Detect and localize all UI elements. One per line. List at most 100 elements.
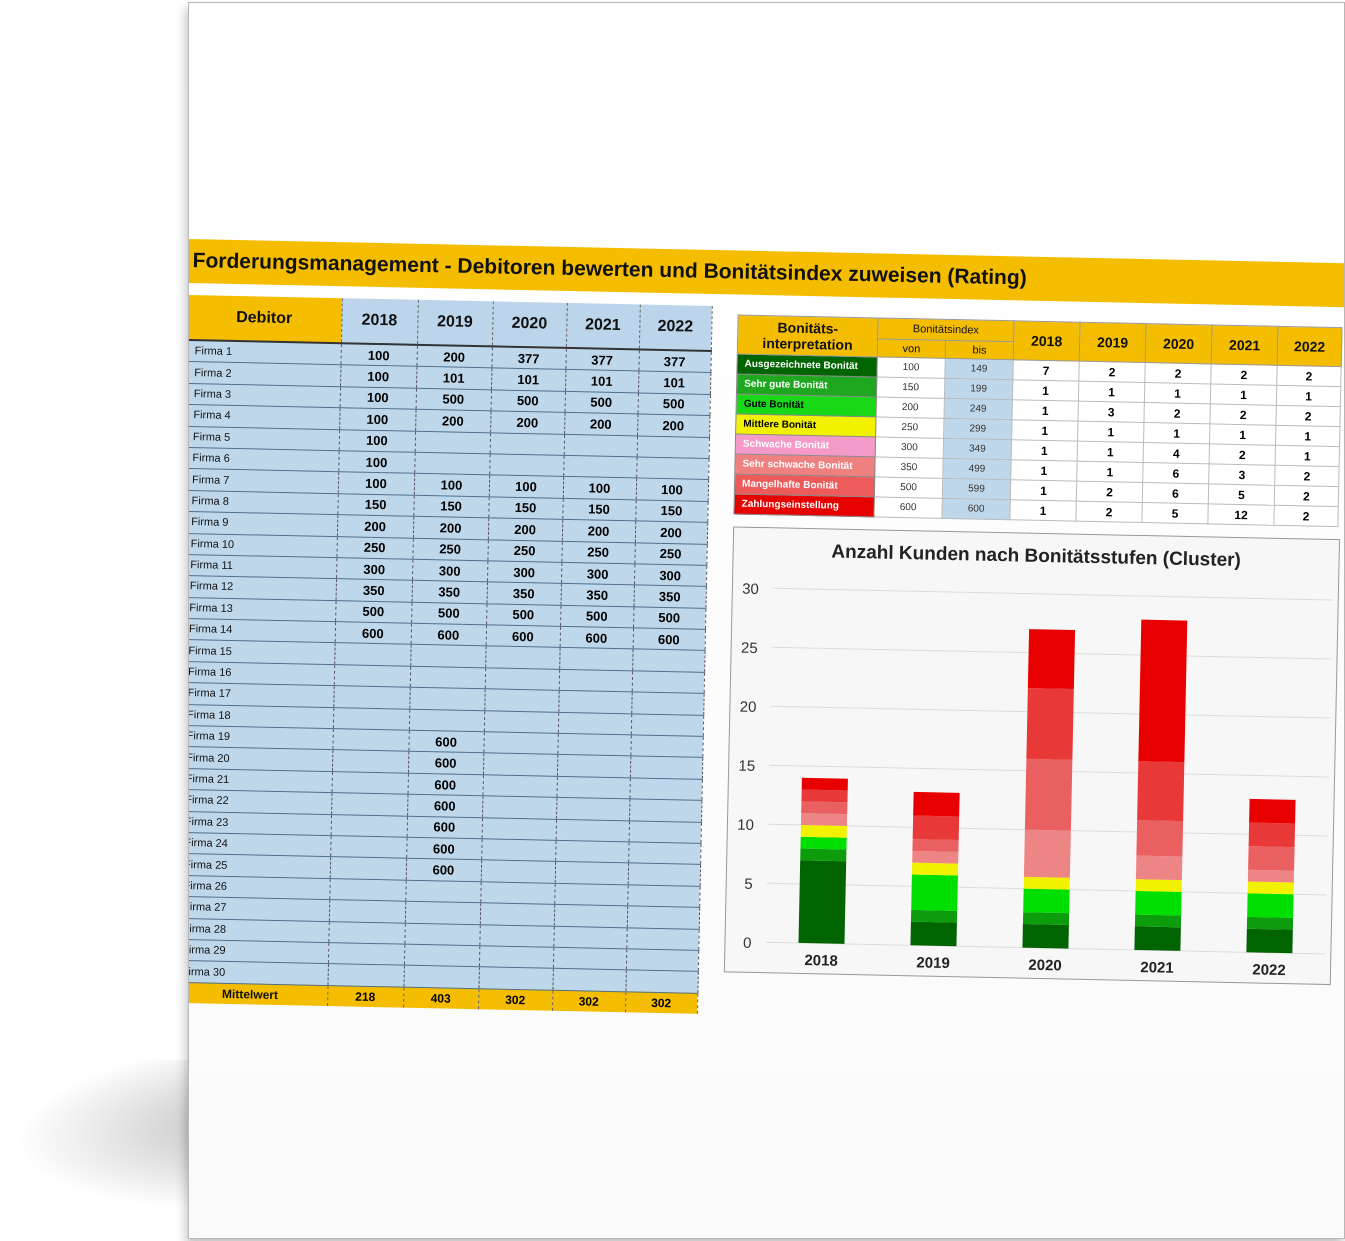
index-cell: 100 <box>338 450 415 474</box>
debitor-name: Firma 26 <box>189 875 330 900</box>
index-cell <box>481 817 557 841</box>
header-year: 2020 <box>1145 323 1213 364</box>
index-cell <box>479 902 555 926</box>
index-cell: 500 <box>411 601 487 625</box>
rating-count: 2 <box>1078 361 1146 383</box>
index-cell <box>625 948 699 972</box>
bar-segment <box>1023 876 1070 890</box>
bar-segment <box>800 848 847 862</box>
bar-segment <box>800 824 847 838</box>
debitor-name: Firma 13 <box>189 597 336 622</box>
mittelwert-value: 218 <box>327 985 404 1008</box>
header-year: 2021 <box>565 302 640 350</box>
index-cell: 350 <box>411 580 487 604</box>
index-cell <box>484 667 560 691</box>
index-cell: 377 <box>491 346 566 370</box>
bar-segment <box>1022 912 1070 925</box>
index-cell <box>629 799 702 822</box>
y-tick-label: 10 <box>737 817 754 834</box>
header-year: 2019 <box>416 299 493 347</box>
rating-count: 1 <box>1010 479 1077 502</box>
index-cell: 200 <box>637 414 710 437</box>
rating-count: 2 <box>1076 481 1143 503</box>
index-cell <box>558 690 632 714</box>
debitor-name: Firma 27 <box>189 896 330 922</box>
rating-count: 5 <box>1208 483 1275 506</box>
index-cell: 200 <box>487 517 563 541</box>
index-cell: 350 <box>560 583 634 607</box>
index-cell: 100 <box>562 476 637 500</box>
index-cell <box>553 925 627 949</box>
document-page: Forderungsmanagement - Debitoren bewerte… <box>188 2 1345 1239</box>
index-cell <box>327 963 404 987</box>
index-cell <box>333 664 411 688</box>
bar-segment <box>800 813 848 826</box>
index-cell: 250 <box>634 542 707 566</box>
rating-count: 2 <box>1075 501 1143 523</box>
index-cell <box>625 970 698 994</box>
rating-count: 1 <box>1275 445 1340 467</box>
rating-count: 1 <box>1276 385 1341 407</box>
index-cell <box>484 689 559 712</box>
x-tick-label: 2020 <box>1028 957 1062 975</box>
index-cell <box>630 713 704 737</box>
index-cell: 100 <box>340 343 417 367</box>
index-cell <box>628 841 701 865</box>
index-cell <box>555 840 629 864</box>
bar-segment <box>1246 916 1294 930</box>
index-cell <box>632 649 705 673</box>
index-cell <box>627 863 701 887</box>
rating-count: 1 <box>1275 425 1340 447</box>
rating-von: 600 <box>873 496 943 519</box>
index-cell <box>556 754 631 778</box>
rating-von: 500 <box>874 476 943 499</box>
index-cell: 377 <box>638 349 711 373</box>
debitor-name: Firma 28 <box>189 917 329 943</box>
index-cell: 200 <box>416 344 492 369</box>
bar-segment <box>1027 629 1076 690</box>
index-cell <box>557 733 631 757</box>
rating-count: 2 <box>1275 405 1341 427</box>
rating-count: 1 <box>1012 379 1079 402</box>
index-cell <box>481 838 556 862</box>
index-cell: 200 <box>336 514 414 538</box>
rating-count: 2 <box>1209 403 1277 426</box>
index-cell: 300 <box>486 560 562 584</box>
index-cell <box>408 708 485 732</box>
debitor-name: Firma 20 <box>189 746 333 772</box>
rating-label: Zahlungseinstellung <box>733 493 875 517</box>
index-cell <box>627 884 700 908</box>
index-cell <box>563 455 637 479</box>
index-cell: 600 <box>334 621 412 645</box>
bar-segment <box>1248 822 1296 848</box>
debitor-name: Firma 16 <box>189 661 335 686</box>
rating-bis: 599 <box>942 478 1011 500</box>
index-cell: 250 <box>412 537 488 561</box>
bar-segment <box>910 921 957 947</box>
header-year: 2022 <box>1277 326 1342 367</box>
rating-bis: 199 <box>944 378 1013 400</box>
rating-count: 4 <box>1143 442 1210 464</box>
index-cell <box>480 860 556 884</box>
bar-segment <box>1246 928 1293 954</box>
mittelwert-value: 403 <box>403 986 479 1009</box>
rating-count: 1 <box>1209 423 1276 446</box>
index-cell <box>330 814 408 838</box>
index-cell <box>558 669 633 693</box>
header-year: 2022 <box>638 304 712 351</box>
y-tick-label: 5 <box>744 876 753 893</box>
debitor-name: Firma 5 <box>189 426 340 451</box>
bar-segment <box>912 839 959 852</box>
debitor-name: Firma 30 <box>189 960 328 986</box>
y-tick-label: 0 <box>743 935 752 952</box>
bar-segment <box>1136 820 1184 857</box>
rating-bis: 149 <box>944 358 1014 380</box>
page-title: Forderungsmanagement - Debitoren bewerte… <box>189 239 1344 308</box>
rating-count: 2 <box>1274 485 1339 507</box>
sheet-content: Forderungsmanagement - Debitoren bewerte… <box>189 3 1344 1238</box>
debitor-name: Firma 4 <box>189 404 340 430</box>
index-cell: 200 <box>490 411 565 434</box>
y-tick-label: 30 <box>742 581 759 598</box>
header-year: 2018 <box>340 298 418 345</box>
bar-segment <box>911 862 959 876</box>
